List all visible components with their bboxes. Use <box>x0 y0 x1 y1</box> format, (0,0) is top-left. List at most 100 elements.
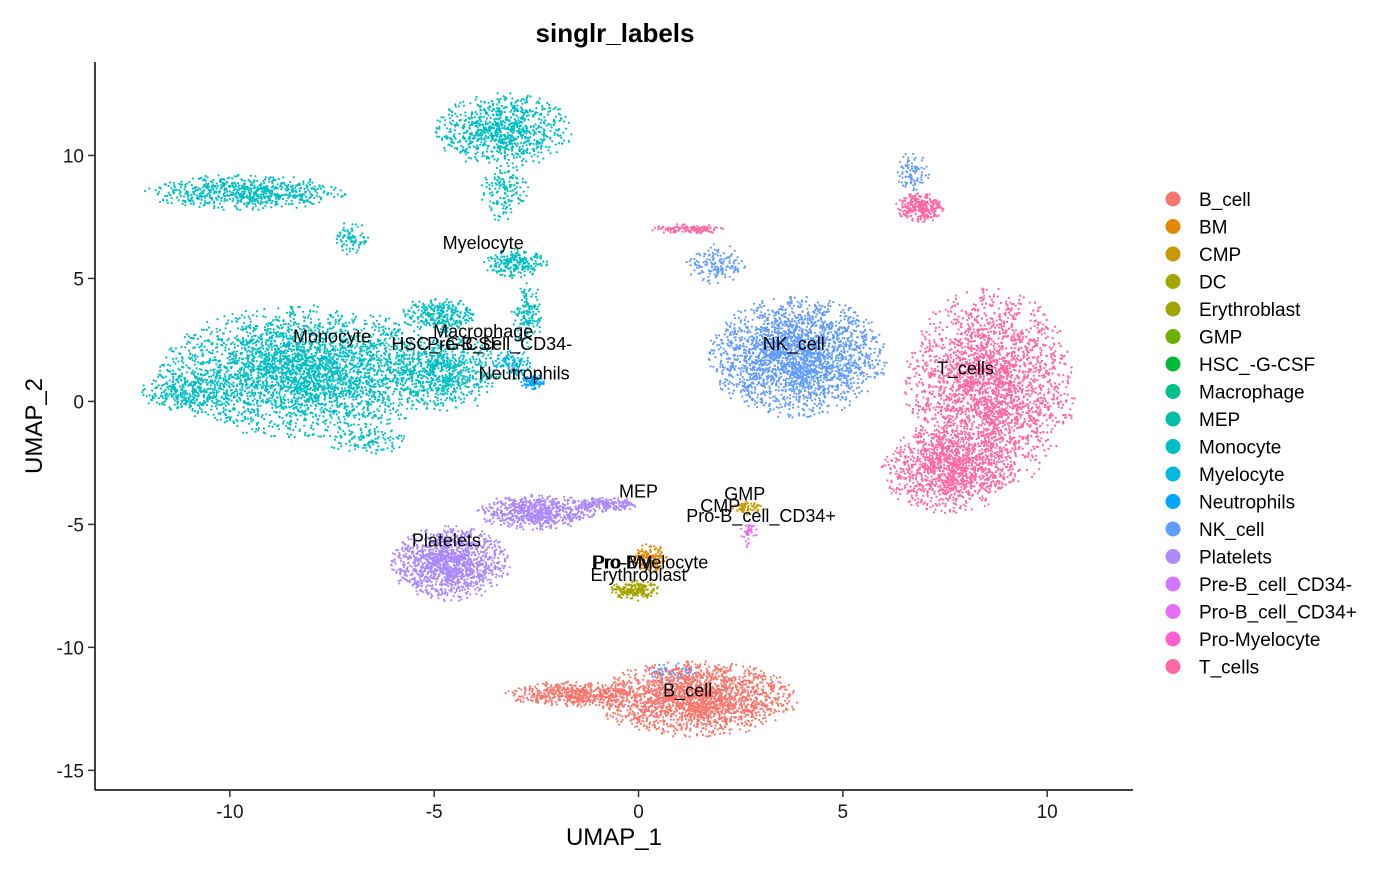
point <box>328 400 331 403</box>
point <box>308 367 311 370</box>
point <box>376 408 379 411</box>
point <box>249 412 252 415</box>
point <box>237 327 240 330</box>
point <box>283 394 287 397</box>
point <box>439 383 442 387</box>
point <box>397 378 400 381</box>
point <box>468 358 471 361</box>
point <box>265 401 268 404</box>
point <box>161 402 164 405</box>
point <box>388 337 391 340</box>
point <box>459 369 462 372</box>
point <box>144 189 147 193</box>
point <box>316 334 319 337</box>
point <box>234 374 237 377</box>
point <box>361 361 364 364</box>
point <box>189 384 192 387</box>
point <box>243 316 246 319</box>
point <box>353 416 356 419</box>
point <box>426 395 429 398</box>
point <box>288 344 291 347</box>
point <box>408 369 411 372</box>
point <box>262 431 265 434</box>
point <box>377 326 381 329</box>
point <box>225 370 228 374</box>
point <box>409 389 412 392</box>
point <box>415 407 418 411</box>
point <box>301 356 304 360</box>
point <box>368 375 371 378</box>
point <box>305 353 308 356</box>
point <box>309 321 312 324</box>
point <box>222 208 225 211</box>
point <box>241 341 244 344</box>
point <box>246 354 249 357</box>
point <box>234 357 237 360</box>
point <box>382 390 385 394</box>
point <box>384 401 387 404</box>
point <box>366 406 369 409</box>
point <box>296 407 299 410</box>
point <box>262 193 265 196</box>
point <box>230 361 233 365</box>
point <box>473 399 476 402</box>
point <box>283 350 286 353</box>
point <box>253 398 256 401</box>
point <box>386 364 389 367</box>
point <box>195 367 198 370</box>
point <box>287 362 290 366</box>
point <box>286 337 289 340</box>
point <box>350 402 353 405</box>
point <box>451 313 454 316</box>
point <box>429 314 432 317</box>
point <box>240 374 243 377</box>
point <box>457 357 460 360</box>
point <box>258 379 262 382</box>
point <box>237 199 240 202</box>
point <box>193 363 196 366</box>
point <box>265 347 268 350</box>
point <box>280 360 283 363</box>
point <box>344 381 348 384</box>
point <box>359 380 362 383</box>
point <box>399 401 402 404</box>
point <box>223 365 226 368</box>
point <box>269 400 272 403</box>
point <box>267 322 270 325</box>
point <box>172 375 175 378</box>
point <box>360 385 363 389</box>
point <box>413 320 416 323</box>
point <box>355 385 358 388</box>
point <box>362 411 365 414</box>
point <box>271 323 274 326</box>
point <box>232 353 235 356</box>
point <box>196 343 199 346</box>
point <box>376 380 379 383</box>
point <box>242 197 245 200</box>
point <box>397 366 400 369</box>
point <box>380 370 383 373</box>
point <box>414 382 417 385</box>
point <box>423 402 426 405</box>
point <box>345 358 348 361</box>
point <box>222 383 225 386</box>
point <box>276 396 279 399</box>
point <box>429 372 432 375</box>
point <box>208 381 211 384</box>
point <box>373 342 376 345</box>
point <box>239 368 242 371</box>
point <box>162 390 165 393</box>
point <box>439 309 442 312</box>
point <box>241 325 244 328</box>
point <box>332 362 335 365</box>
point <box>340 315 343 318</box>
point <box>168 379 171 382</box>
point <box>444 373 447 376</box>
point <box>304 330 308 333</box>
point <box>245 362 248 365</box>
point <box>384 403 387 406</box>
point <box>286 358 289 362</box>
point <box>409 367 412 370</box>
point <box>373 378 376 381</box>
point <box>332 376 335 379</box>
